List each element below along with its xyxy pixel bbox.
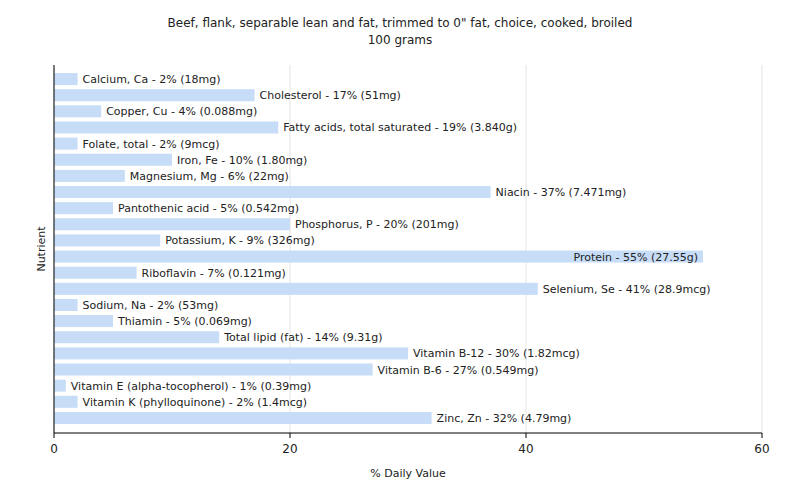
x-axis-label: % Daily Value (370, 467, 446, 480)
bar-label: Copper, Cu - 4% (0.088mg) (106, 105, 257, 118)
bar (54, 396, 78, 408)
bar-label: Vitamin B-12 - 30% (1.82mcg) (413, 347, 580, 360)
bar (54, 89, 255, 101)
bar-label: Fatty acids, total saturated - 19% (3.84… (283, 121, 517, 134)
bar (54, 412, 432, 424)
bar-label: Magnesium, Mg - 6% (22mg) (130, 170, 289, 183)
bar-label: Folate, total - 2% (9mcg) (83, 138, 220, 151)
bar (54, 283, 538, 295)
grid-line (762, 65, 763, 433)
bar (54, 105, 101, 117)
subtitle: 100 grams (368, 33, 433, 47)
bar (54, 154, 172, 166)
bar-label: Vitamin E (alpha-tocopherol) - 1% (0.39m… (71, 380, 311, 393)
bar-label: Zinc, Zn - 32% (4.79mg) (437, 412, 572, 425)
bar (54, 218, 290, 230)
y-axis (54, 65, 55, 433)
bar-label: Vitamin K (phylloquinone) - 2% (1.4mcg) (83, 396, 307, 409)
bar-labels: Calcium, Ca - 2% (18mg) Cholesterol - 17%… (71, 73, 711, 425)
bar-label: Selenium, Se - 41% (28.9mcg) (543, 283, 711, 296)
bar (54, 121, 278, 133)
bar (54, 267, 137, 279)
bar (54, 331, 219, 343)
bars (54, 73, 703, 424)
bar (54, 138, 78, 150)
grid-line (54, 65, 55, 433)
bar-label: Cholesterol - 17% (51mg) (260, 89, 401, 102)
x-tick-label: 60 (754, 442, 769, 456)
title: Beef, flank, separable lean and fat, tri… (168, 16, 633, 30)
bar-label: Phosphorus, P - 20% (201mg) (295, 218, 459, 231)
bar (54, 347, 408, 359)
grid-line (526, 65, 527, 433)
x-tick (290, 433, 291, 438)
bar-label: Sodium, Na - 2% (53mg) (83, 299, 219, 312)
bar-label: Vitamin B-6 - 27% (0.549mg) (378, 364, 539, 377)
x-tick (54, 433, 55, 438)
x-tick (526, 433, 527, 438)
bar (54, 299, 78, 311)
bar (54, 380, 66, 392)
bar-label: Riboflavin - 7% (0.121mg) (142, 267, 286, 280)
x-tick-label: 0 (50, 442, 58, 456)
bar (54, 251, 703, 263)
bar-label: Iron, Fe - 10% (1.80mg) (177, 154, 307, 167)
bar (54, 315, 113, 327)
bar-label: Thiamin - 5% (0.069mg) (117, 315, 252, 328)
x-tick-label: 20 (282, 442, 297, 456)
x-tick-label: 40 (518, 442, 533, 456)
chart: Calcium, Ca - 2% (18mg) Cholesterol - 17%… (0, 0, 800, 500)
bar (54, 364, 373, 376)
bar-label: Protein - 55% (27.55g) (573, 251, 698, 264)
bar-label: Calcium, Ca - 2% (18mg) (83, 73, 221, 86)
y-axis-label: Nutrient (35, 226, 48, 272)
bar-label: Total lipid (fat) - 14% (9.31g) (223, 331, 382, 344)
bar-label: Niacin - 37% (7.471mg) (496, 186, 627, 199)
bar-label: Potassium, K - 9% (326mg) (165, 234, 315, 247)
plot-background (54, 65, 762, 433)
grid-line (290, 65, 291, 433)
x-tick (762, 433, 763, 438)
bar-label: Pantothenic acid - 5% (0.542mg) (118, 202, 299, 215)
x-axis (54, 433, 762, 434)
bar (54, 186, 491, 198)
bar (54, 202, 113, 214)
bar (54, 234, 160, 246)
bar (54, 170, 125, 182)
bar (54, 73, 78, 85)
